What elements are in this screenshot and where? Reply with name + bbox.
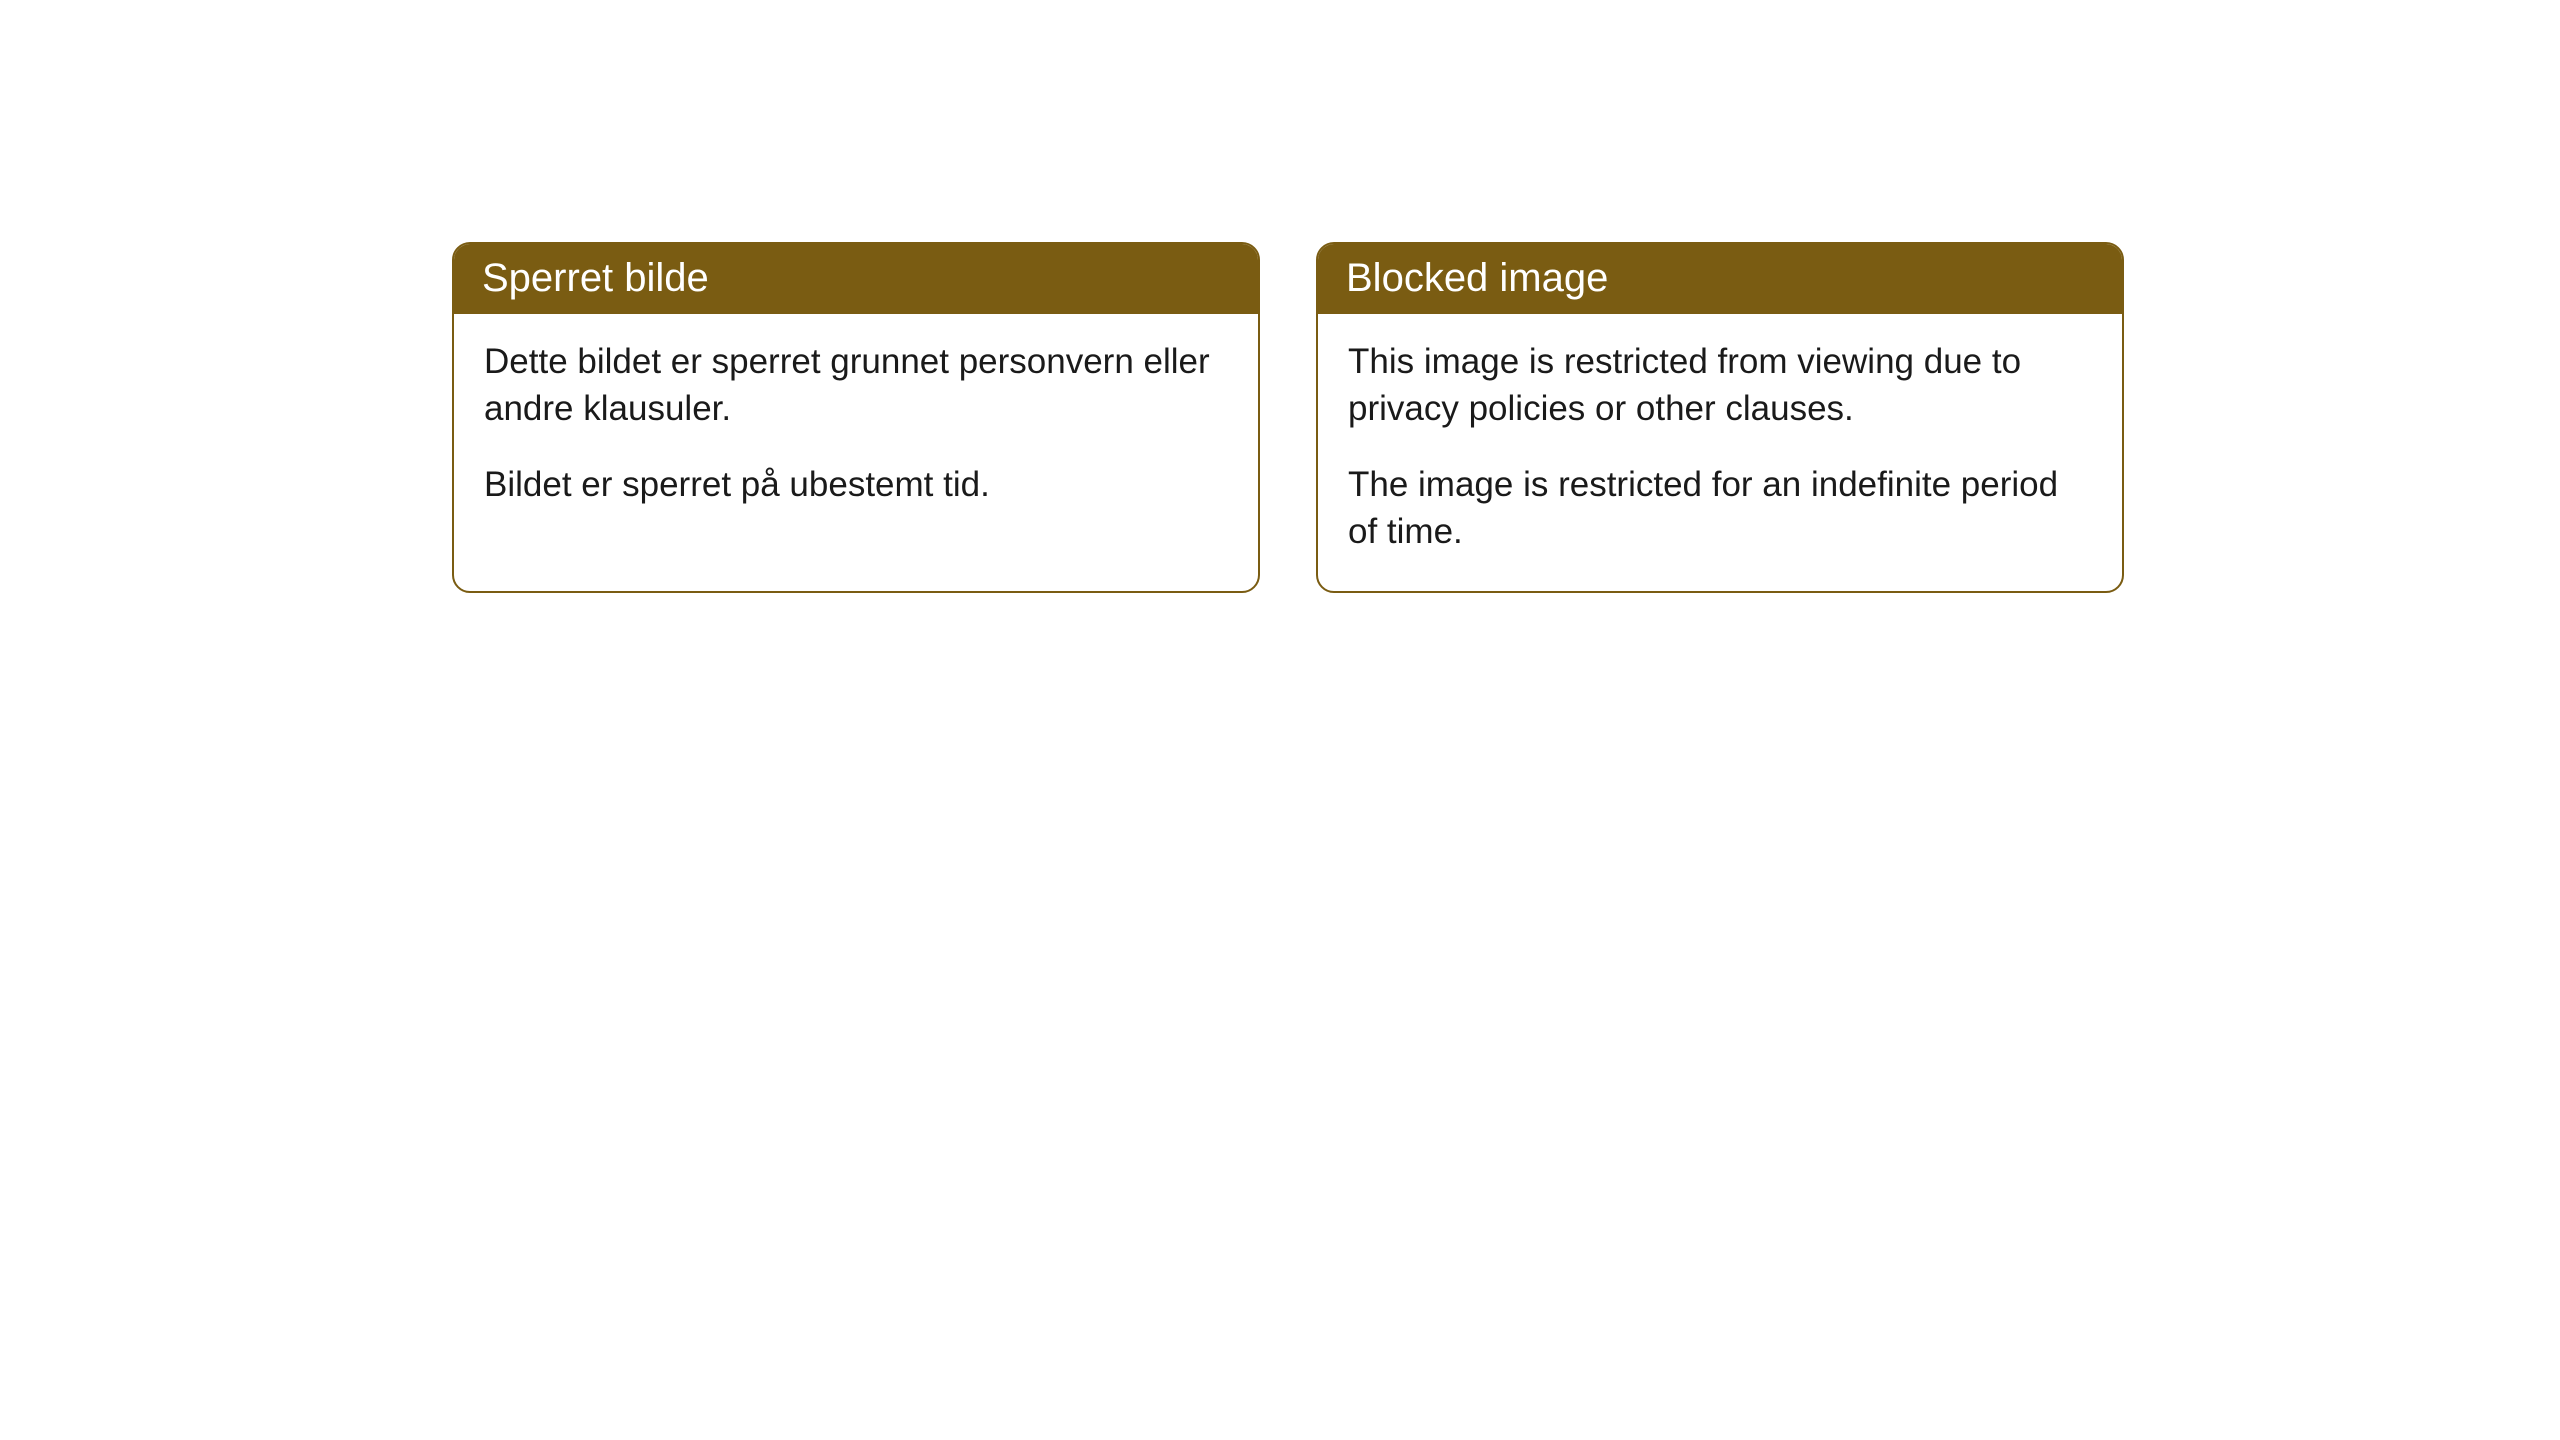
card-paragraph: Bildet er sperret på ubestemt tid. xyxy=(484,461,1228,508)
card-body: This image is restricted from viewing du… xyxy=(1318,314,2122,591)
card-header: Sperret bilde xyxy=(454,244,1258,314)
notice-container: Sperret bilde Dette bildet er sperret gr… xyxy=(0,0,2560,593)
notice-card-english: Blocked image This image is restricted f… xyxy=(1316,242,2124,593)
card-paragraph: Dette bildet er sperret grunnet personve… xyxy=(484,338,1228,433)
card-body: Dette bildet er sperret grunnet personve… xyxy=(454,314,1258,544)
card-header: Blocked image xyxy=(1318,244,2122,314)
notice-card-norwegian: Sperret bilde Dette bildet er sperret gr… xyxy=(452,242,1260,593)
card-paragraph: The image is restricted for an indefinit… xyxy=(1348,461,2092,556)
card-paragraph: This image is restricted from viewing du… xyxy=(1348,338,2092,433)
